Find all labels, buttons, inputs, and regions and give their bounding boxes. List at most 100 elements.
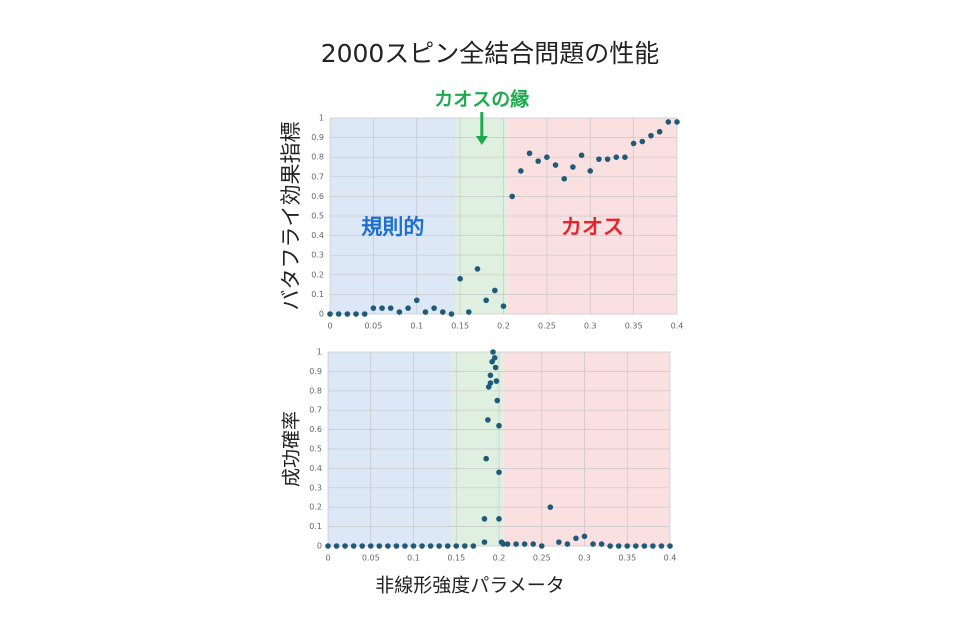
point <box>494 397 501 404</box>
point <box>596 156 602 162</box>
point <box>396 309 403 315</box>
point <box>422 309 429 315</box>
x-tick-label: 0.05 <box>364 322 382 331</box>
annotation: カオスの縁 <box>434 88 529 111</box>
point <box>462 543 468 549</box>
x-tick-label: 0.15 <box>447 554 465 563</box>
point <box>521 541 528 547</box>
region-label: 規則的 <box>361 215 424 239</box>
point <box>444 543 451 549</box>
point <box>633 543 639 549</box>
x-tick-label: 0.15 <box>451 322 469 331</box>
y-tick-label: 0.3 <box>309 483 322 492</box>
point <box>335 311 342 317</box>
point <box>500 541 507 547</box>
x-tick-label: 0.2 <box>497 322 510 331</box>
x-tick-label: 0.3 <box>584 322 597 331</box>
point <box>500 303 507 309</box>
point <box>405 305 411 311</box>
y-tick-label: 0.1 <box>309 522 322 531</box>
point <box>513 541 519 547</box>
y-axis-label: 成功確率 <box>281 411 303 487</box>
point <box>544 154 550 160</box>
point <box>327 311 333 317</box>
point <box>624 543 631 549</box>
y-tick-label: 1 <box>319 114 324 123</box>
point <box>350 543 357 549</box>
point <box>487 372 494 379</box>
y-tick-label: 0.1 <box>311 290 324 299</box>
point <box>578 152 585 159</box>
x-tick-label: 0 <box>327 322 332 331</box>
point <box>639 138 646 145</box>
x-tick-label: 0.4 <box>664 554 677 563</box>
y-tick-label: 0.5 <box>311 212 324 221</box>
x-tick-label: 0.25 <box>533 554 551 563</box>
point <box>598 541 605 547</box>
point <box>504 541 511 547</box>
y-tick-label: 0.7 <box>309 406 322 415</box>
point <box>564 541 571 547</box>
point <box>547 504 554 511</box>
point <box>483 455 489 462</box>
y-tick-label: 0.6 <box>311 192 324 201</box>
point <box>492 287 498 294</box>
point <box>650 543 656 549</box>
point <box>496 422 502 429</box>
y-tick-label: 0.3 <box>311 251 324 260</box>
point <box>656 128 663 135</box>
point <box>493 378 500 384</box>
point <box>487 380 494 386</box>
point <box>353 311 359 317</box>
point <box>342 543 348 549</box>
point <box>509 193 515 200</box>
point <box>641 543 648 549</box>
x-tick-label: 0.25 <box>538 322 556 331</box>
point <box>658 543 665 549</box>
point <box>667 543 673 549</box>
y-tick-label: 0.2 <box>311 270 324 279</box>
x-tick-label: 0.2 <box>493 554 506 563</box>
y-tick-label: 1 <box>317 348 322 357</box>
x-tick-label: 0.1 <box>407 554 420 563</box>
x-tick-label: 0.35 <box>618 554 636 563</box>
x-tick-label: 0 <box>325 554 330 563</box>
point <box>419 543 425 549</box>
point <box>613 154 620 160</box>
point <box>393 543 400 549</box>
point <box>466 309 472 315</box>
point <box>427 543 434 549</box>
point <box>325 543 331 549</box>
y-tick-label: 0.4 <box>309 464 322 473</box>
point <box>491 355 498 361</box>
point <box>470 543 477 549</box>
x-tick-label: 0.35 <box>625 322 643 331</box>
point <box>665 119 672 125</box>
point <box>518 168 524 174</box>
y-tick-label: 0.2 <box>309 503 322 512</box>
point <box>413 297 420 304</box>
annotation-arrowhead <box>475 136 488 145</box>
point <box>457 275 463 282</box>
point <box>481 516 488 522</box>
point <box>481 539 488 545</box>
point <box>431 305 437 311</box>
point <box>573 535 579 542</box>
y-tick-label: 0.4 <box>311 231 324 240</box>
point <box>359 543 366 549</box>
point <box>474 266 481 272</box>
y-tick-label: 0.7 <box>311 172 324 181</box>
point <box>648 132 654 139</box>
chart-title: 2000スピン全結合問題の性能 <box>321 39 660 68</box>
point <box>490 349 496 355</box>
point <box>385 543 391 549</box>
y-tick-label: 0.9 <box>309 367 322 376</box>
point <box>387 305 394 311</box>
point <box>496 516 502 522</box>
point <box>615 543 622 549</box>
point <box>538 543 545 549</box>
point <box>674 119 680 125</box>
point <box>535 158 541 164</box>
point <box>556 539 562 545</box>
